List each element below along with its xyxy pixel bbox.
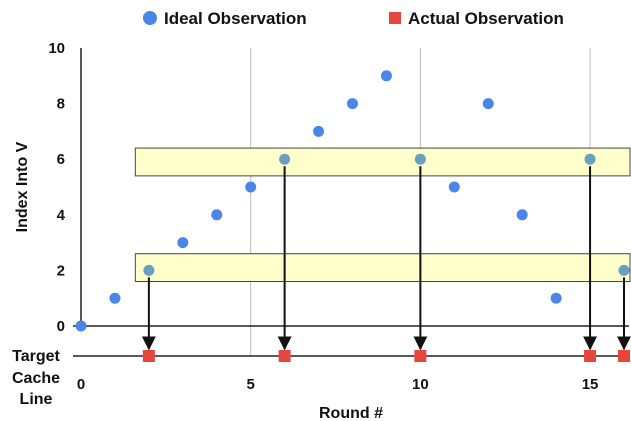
target-cache-line-label: Target Cache Line: [12, 348, 61, 408]
x-tick-label: 15: [582, 376, 599, 393]
legend-actual-label: Actual Observation: [408, 9, 564, 28]
legend-ideal-label: Ideal Observation: [164, 9, 307, 28]
actual-point: [142, 350, 155, 362]
ideal-point: [448, 181, 460, 193]
y-tick-label: 8: [57, 96, 65, 113]
ideal-point: [109, 292, 121, 304]
actual-point: [414, 350, 427, 362]
legend: Ideal Observation Actual Observation: [143, 9, 564, 28]
x-tick-label: 10: [412, 376, 429, 393]
ideal-point: [414, 153, 426, 165]
ideal-point: [550, 292, 562, 304]
highlight-band: [134, 253, 631, 283]
y-tick-label: 6: [57, 151, 65, 168]
ideal-point: [211, 209, 223, 221]
target-cache-line-label-3: Line: [20, 391, 53, 408]
x-tick-label: 0: [77, 376, 85, 393]
actual-points: [142, 350, 630, 362]
ideal-point: [313, 125, 325, 137]
x-tick-label: 5: [247, 376, 255, 393]
y-tick-label: 2: [57, 262, 65, 279]
ideal-point: [380, 70, 392, 82]
ideal-point: [516, 209, 528, 221]
ideal-point: [584, 153, 596, 165]
ideal-point: [618, 264, 630, 276]
ideal-point: [245, 181, 257, 193]
ideal-point: [75, 320, 87, 332]
y-axis-title: Index Into V: [14, 141, 31, 232]
target-cache-line-label-2: Cache: [12, 370, 60, 387]
ideal-points: [75, 70, 630, 332]
ideal-point: [143, 264, 155, 276]
x-axis-title: Round #: [319, 405, 383, 421]
tick-labels: 0 2 4 6 8 10 0 5 10 15: [48, 40, 598, 393]
legend-ideal-marker: [143, 11, 157, 25]
actual-point: [584, 350, 597, 362]
y-tick-label: 10: [48, 40, 65, 57]
arrows: [141, 166, 631, 351]
legend-actual-marker: [389, 12, 401, 24]
ideal-point: [177, 237, 189, 249]
y-tick-label: 4: [57, 207, 66, 224]
ideal-point: [482, 98, 494, 110]
ideal-point: [347, 98, 358, 110]
target-cache-line-label-1: Target: [12, 348, 60, 365]
axes: [73, 48, 629, 357]
ideal-point: [279, 153, 291, 165]
y-tick-label: 0: [57, 318, 65, 335]
actual-point: [278, 350, 291, 362]
highlight-band: [134, 147, 631, 177]
actual-point: [618, 350, 630, 362]
highlight-bands: [134, 147, 631, 283]
